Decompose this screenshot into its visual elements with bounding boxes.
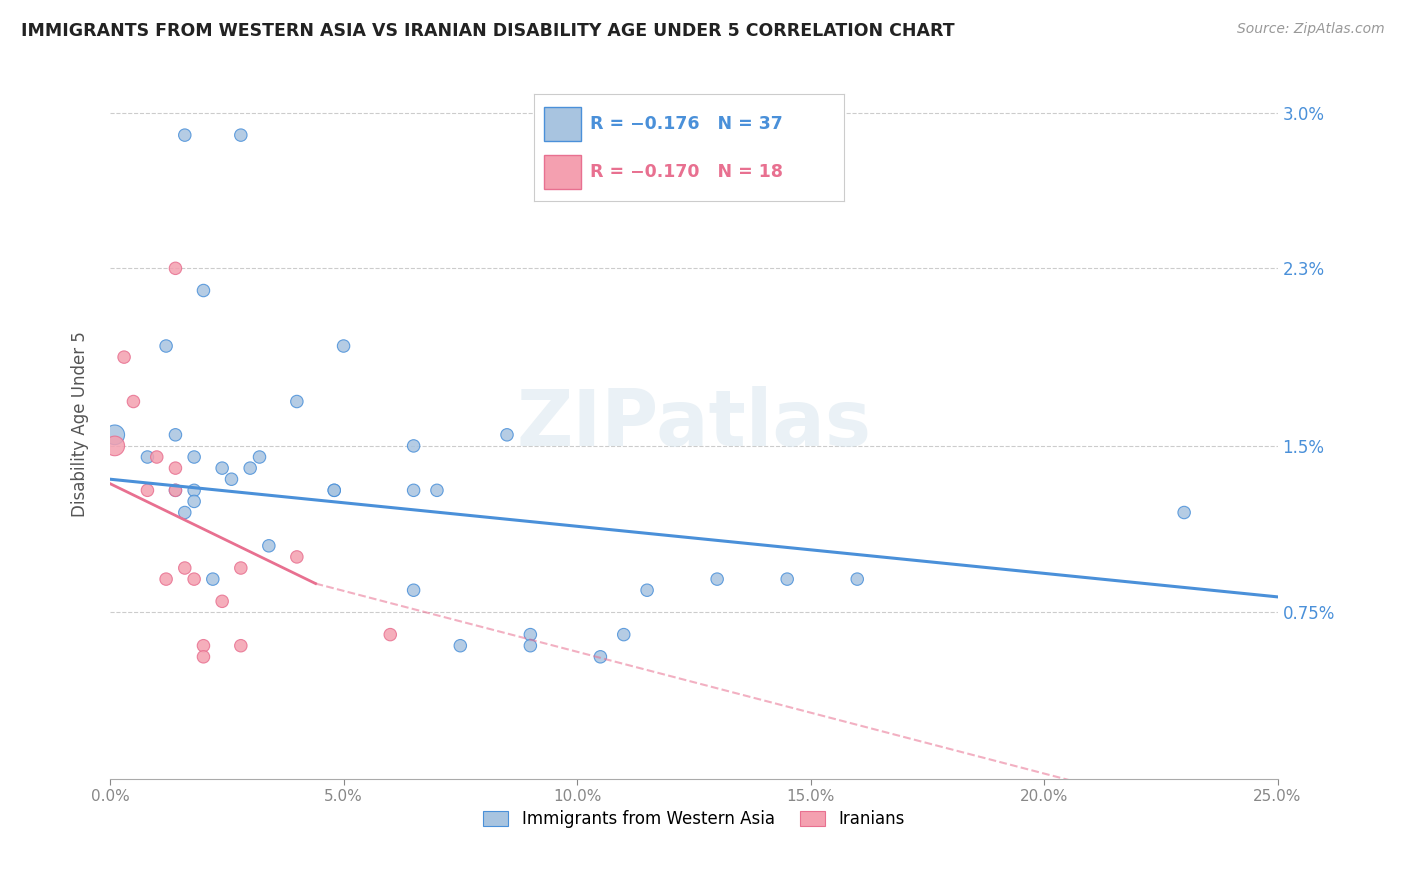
Point [257, 539, 280, 553]
Text: IMMIGRANTS FROM WESTERN ASIA VS IRANIAN DISABILITY AGE UNDER 5 CORRELATION CHART: IMMIGRANTS FROM WESTERN ASIA VS IRANIAN … [21, 22, 955, 40]
Text: Source: ZipAtlas.com: Source: ZipAtlas.com [1237, 22, 1385, 37]
Point [636, 583, 658, 598]
Point [104, 439, 127, 453]
Point [193, 284, 215, 298]
Point [380, 627, 402, 641]
Point [193, 649, 215, 664]
Point [112, 350, 135, 364]
Point [249, 450, 271, 464]
Point [285, 394, 308, 409]
Point [155, 572, 177, 586]
Point [285, 549, 308, 564]
Point [136, 450, 159, 464]
Point [496, 427, 519, 442]
Point [776, 572, 799, 586]
Point [426, 483, 449, 498]
Legend: Immigrants from Western Asia, Iranians: Immigrants from Western Asia, Iranians [477, 803, 911, 835]
Point [165, 427, 187, 442]
Point [122, 394, 145, 409]
FancyBboxPatch shape [544, 154, 581, 189]
Point [229, 561, 252, 575]
Point [323, 483, 346, 498]
Text: ZIPatlas: ZIPatlas [516, 385, 872, 462]
Point [173, 561, 195, 575]
Point [519, 627, 541, 641]
Point [165, 261, 187, 276]
Point [519, 639, 541, 653]
Y-axis label: Disability Age Under 5: Disability Age Under 5 [72, 331, 89, 516]
Text: R = −0.176   N = 37: R = −0.176 N = 37 [591, 115, 783, 133]
Text: R = −0.170   N = 18: R = −0.170 N = 18 [591, 163, 783, 181]
Point [165, 483, 187, 498]
FancyBboxPatch shape [544, 106, 581, 141]
Point [136, 483, 159, 498]
Point [183, 483, 205, 498]
Point [589, 649, 612, 664]
Point [706, 572, 728, 586]
Point [846, 572, 869, 586]
Point [193, 639, 215, 653]
Point [332, 339, 354, 353]
Point [104, 427, 127, 442]
Point [229, 639, 252, 653]
Point [613, 627, 636, 641]
Point [1173, 506, 1195, 520]
Point [221, 472, 243, 486]
Point [201, 572, 224, 586]
Point [449, 639, 471, 653]
Point [323, 483, 346, 498]
Point [173, 128, 195, 142]
Point [183, 450, 205, 464]
Point [402, 583, 425, 598]
Point [155, 339, 177, 353]
Point [183, 572, 205, 586]
Point [211, 461, 233, 475]
Point [183, 494, 205, 508]
Point [402, 439, 425, 453]
Point [402, 483, 425, 498]
Point [211, 594, 233, 608]
Point [239, 461, 262, 475]
Point [165, 461, 187, 475]
Point [173, 506, 195, 520]
Point [165, 483, 187, 498]
Point [229, 128, 252, 142]
Point [146, 450, 169, 464]
